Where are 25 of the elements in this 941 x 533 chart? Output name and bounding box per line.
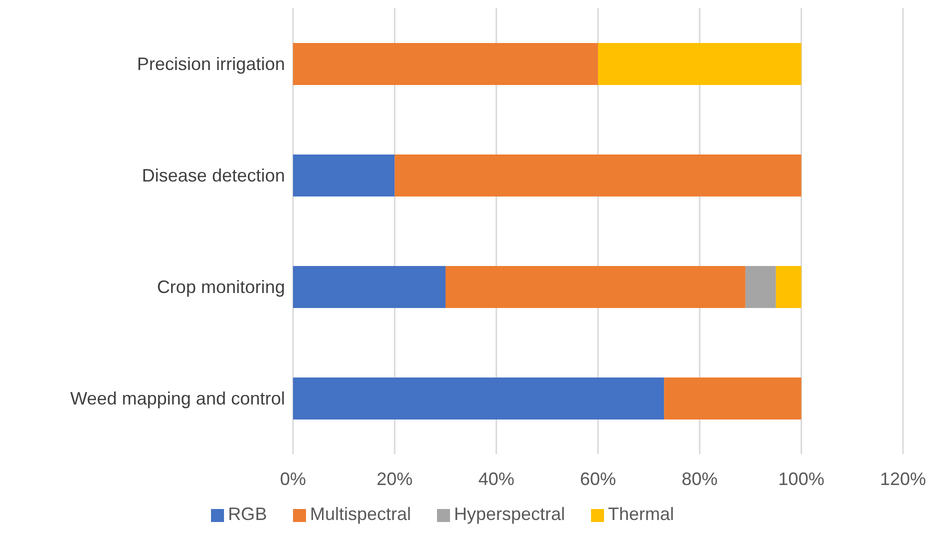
- legend-label: RGB: [228, 504, 267, 524]
- y-tick-label: Precision irrigation: [136, 54, 285, 74]
- x-tick-label: 120%: [880, 468, 926, 489]
- y-tick-label: Disease detection: [142, 166, 285, 186]
- bar: [293, 378, 664, 420]
- y-tick-label: Crop monitoring: [156, 277, 285, 298]
- bar: [394, 154, 802, 196]
- bar: [293, 266, 446, 308]
- x-tick-label: 60%: [580, 468, 616, 489]
- x-tick-label: 0%: [280, 468, 306, 489]
- bar: [745, 266, 776, 308]
- bar: [293, 154, 395, 196]
- bar: [664, 378, 802, 420]
- bar: [293, 43, 598, 85]
- legend-label: Multispectral: [310, 504, 411, 524]
- bar: [446, 266, 746, 308]
- bar: [598, 43, 802, 85]
- x-tick-label: 40%: [478, 468, 514, 489]
- legend-label: Thermal: [608, 504, 674, 524]
- bar: [776, 266, 802, 308]
- x-tick-label: 80%: [682, 468, 718, 489]
- x-tick-label: 20%: [376, 468, 413, 489]
- x-tick-label: 100%: [778, 468, 824, 489]
- y-tick-label: Weed mapping and control: [70, 388, 285, 409]
- legend-label: Hyperspectral: [454, 504, 566, 524]
